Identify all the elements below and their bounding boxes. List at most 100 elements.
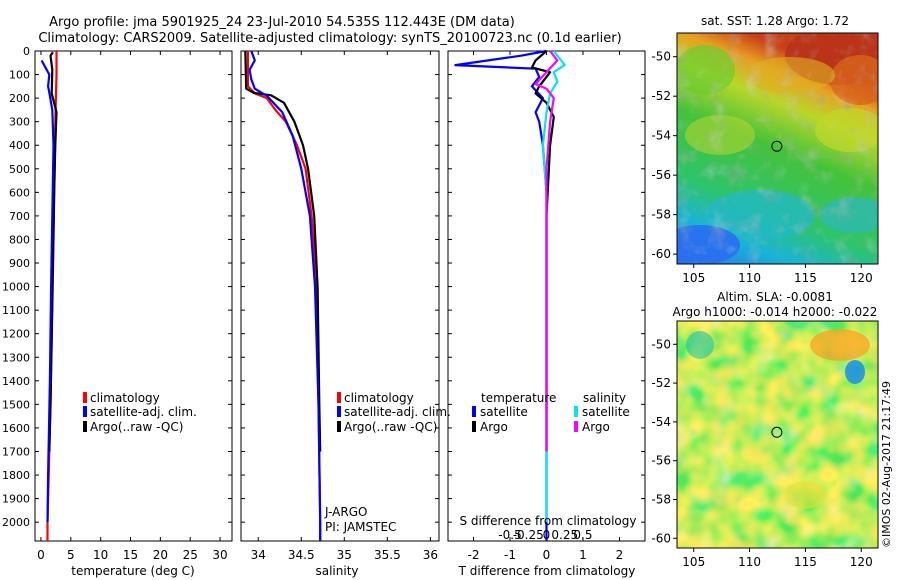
depth-tick-label: 1200 (2, 328, 30, 341)
legend-s-satellite-label: satellite (582, 405, 630, 419)
legend-satellite-swatch (337, 406, 341, 417)
difference-panel: -2 -1 0 1 2 S difference from climatology -0… (447, 49, 646, 578)
sla-map-frame (676, 320, 879, 549)
float-program-label: J-ARGO (324, 505, 367, 519)
temperature-xlabel: temperature (deg C) (71, 564, 194, 578)
lat-tick-label: -56 (651, 168, 671, 182)
legend-salinity-title: salinity (583, 391, 626, 405)
sst-map-title: sat. SST: 1.28 Argo: 1.72 (701, 14, 849, 28)
argo-location-marker (771, 426, 783, 438)
legend-satellite-label: satellite-adj. clim. (90, 405, 197, 419)
lat-tick-label: -60 (651, 247, 671, 261)
s-difference-axis-label: S difference from climatology (460, 514, 637, 528)
sla-latitude-axis: -50 -52 -54 -56 -58 -60 (651, 337, 677, 545)
legend-t-satellite-swatch (472, 406, 476, 417)
imos-credit: ©IMOS 02-Aug-2017 21:17:49 (880, 381, 893, 548)
t-difference-x-axis: -2 -1 0 1 2 (468, 51, 623, 562)
difference-depth-ticks (448, 50, 645, 523)
lon-tick-label: 105 (682, 555, 705, 569)
sst-map-frame (676, 32, 879, 265)
depth-tick-label: 0 (23, 45, 30, 58)
s-diff-tick-label: -0.5 (498, 528, 521, 542)
s-diff-tick-label: 0.25 (551, 528, 578, 542)
depth-tick-label: 1000 (2, 281, 30, 294)
lon-tick-label: 105 (682, 271, 705, 285)
sst-map-panel: sat. SST: 1.28 Argo: 1.72 105 110 115 120 -… (651, 14, 879, 285)
salinity-plot-frame (240, 50, 440, 542)
salinity-legend: climatology satellite-adj. clim. Argo(..… (337, 391, 451, 434)
legend-s-argo-swatch (574, 421, 578, 432)
temperature-panel: 0100200300400500600700800900100011001200… (2, 45, 233, 578)
argo-location-marker (771, 140, 783, 152)
lat-tick-label: -50 (651, 337, 671, 351)
temperature-plot-frame (34, 50, 233, 542)
difference-profiles (454, 49, 566, 541)
sla-map-panel: Altim. SLA: -0.0081 Argo h1000: -0.014 h… (651, 290, 879, 569)
x-tick-label: 35.5 (374, 548, 401, 562)
legend-satellite-label: satellite-adj. clim. (344, 405, 451, 419)
series-line-argo (48, 51, 58, 452)
sst-latitude-axis: -50 -52 -54 -56 -58 -60 (651, 50, 677, 261)
lon-tick-label: 110 (738, 555, 761, 569)
x-tick-label: 30 (212, 548, 227, 562)
depth-tick-label: 400 (9, 139, 30, 152)
salinity-profiles (244, 50, 322, 541)
depth-tick-label: 2000 (2, 516, 30, 529)
lon-tick-label: 120 (850, 271, 873, 285)
legend-t-argo-swatch (472, 421, 476, 432)
depth-axis: 0 100 200 300 400 500 600 700 800 900 1000 1100 1200… (2, 45, 232, 529)
legend-argo-label: Argo(..raw -QC) (344, 420, 437, 434)
sst-heatmap (677, 33, 878, 264)
x-tick-label: 15 (123, 548, 138, 562)
lat-tick-label: -54 (651, 129, 671, 143)
depth-tick-label: 800 (9, 233, 30, 246)
legend-climatology-swatch (337, 392, 341, 403)
series-line-climatology (246, 51, 322, 541)
depth-tick-label: 1800 (2, 469, 30, 482)
lat-tick-label: -58 (651, 492, 671, 506)
difference-legend: temperature satellite Argo salinity sate… (472, 391, 630, 434)
lat-tick-label: -52 (651, 376, 671, 390)
x-tick-label: 0 (37, 548, 45, 562)
lat-tick-label: -58 (651, 208, 671, 222)
depth-tick-label: 1700 (2, 445, 30, 458)
temperature-legend: climatology satellite-adj. clim. Argo(..… (83, 391, 197, 434)
lat-tick-label: -56 (651, 454, 671, 468)
lat-tick-label: -54 (651, 415, 671, 429)
legend-argo-swatch (83, 421, 87, 432)
x-tick-label: 34 (251, 548, 266, 562)
x-tick-label: 10 (93, 548, 108, 562)
salinity-panel: 34 34.5 35 35.5 36 salinity climatology sate… (240, 50, 451, 578)
t-difference-xlabel: T difference from climatology (458, 564, 636, 578)
sla-heatmap (677, 321, 878, 548)
depth-tick-label: 100 (9, 69, 30, 82)
figure-title-line1: Argo profile: jma 5901925_24 23-Jul-2010… (49, 15, 515, 30)
s-difference-tick-labels: -0.5-0.250 0.250.5 (498, 528, 592, 542)
legend-climatology-label: climatology (90, 391, 160, 405)
sla-longitude-axis: 105 110 115 120 (682, 548, 873, 569)
lon-tick-label: 120 (850, 555, 873, 569)
x-tick-label: 20 (153, 548, 168, 562)
x-tick-label: 35 (337, 548, 352, 562)
legend-climatology-label: climatology (344, 391, 414, 405)
legend-climatology-swatch (83, 392, 87, 403)
lon-tick-label: 110 (738, 271, 761, 285)
legend-s-argo-label: Argo (582, 420, 610, 434)
figure-title-line2: Climatology: CARS2009. Satellite-adjuste… (38, 31, 621, 46)
depth-tick-label: 300 (9, 116, 30, 129)
lon-tick-label: 115 (794, 271, 817, 285)
sla-map-title: Altim. SLA: -0.0081 (717, 290, 833, 304)
s-diff-tick-label: -0.25 (513, 528, 544, 542)
depth-tick-label: 1400 (2, 375, 30, 388)
legend-argo-label: Argo(..raw -QC) (90, 420, 183, 434)
x-tick-label: -2 (468, 548, 480, 562)
salinity-xlabel: salinity (315, 564, 358, 578)
s-diff-tick-label: 0 (543, 528, 551, 542)
x-tick-label: 25 (183, 548, 198, 562)
depth-tick-label: 900 (9, 257, 30, 270)
depth-tick-label: 1500 (2, 398, 30, 411)
legend-temperature-title: temperature (481, 391, 556, 405)
salinity-x-axis: 34 34.5 35 35.5 36 (251, 51, 438, 562)
x-tick-label: -1 (504, 548, 516, 562)
